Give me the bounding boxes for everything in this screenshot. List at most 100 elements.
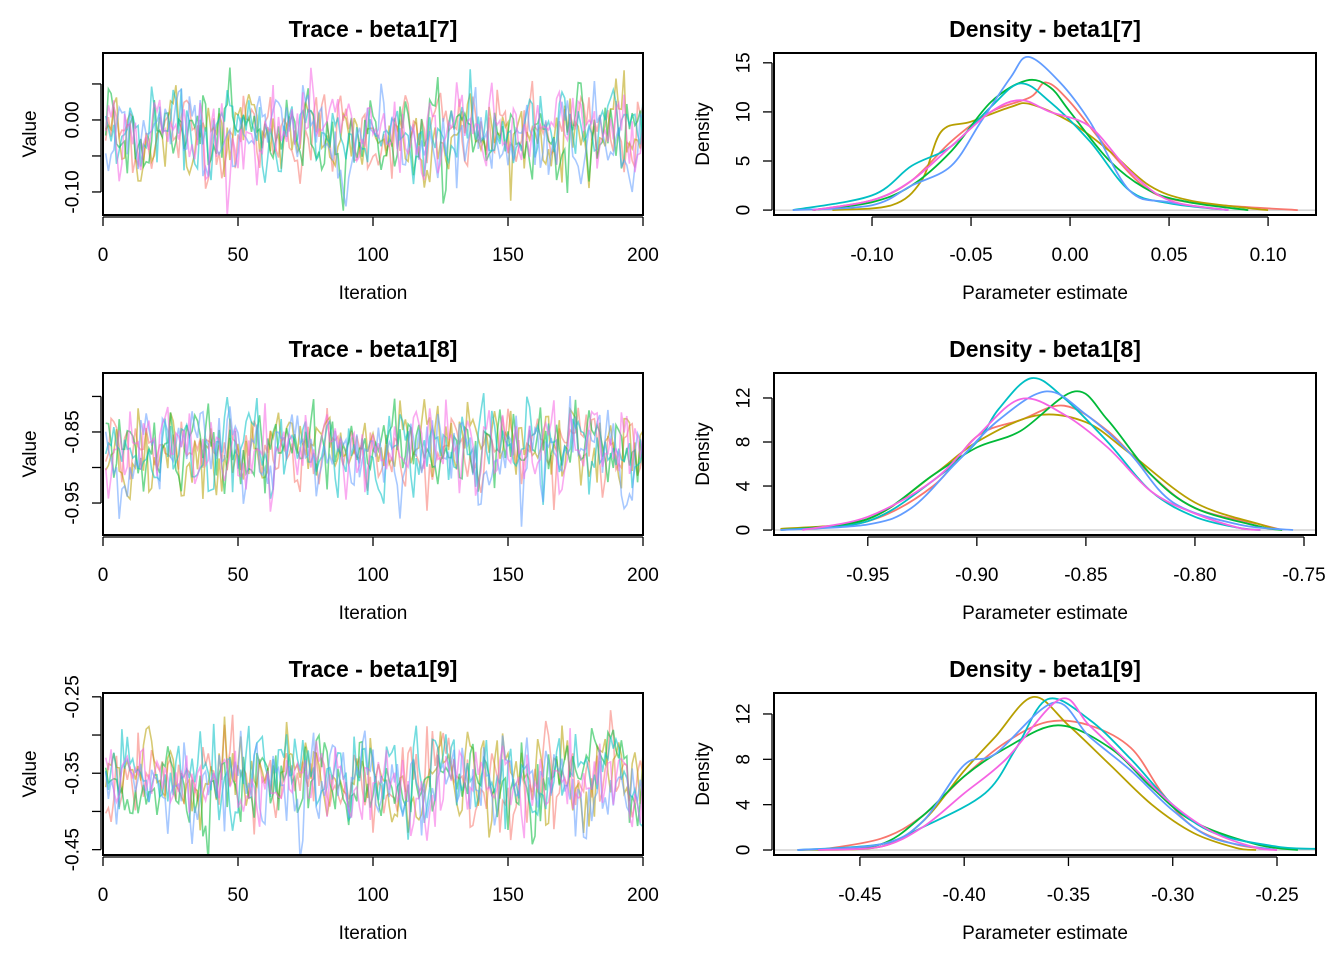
x-tick-label: 200 xyxy=(627,565,659,586)
trace-line-chain-6 xyxy=(104,399,643,512)
trace-panel-3: Trace - beta1[9] Iteration Value 0 50 100 150 2… xyxy=(20,656,659,944)
plot-area xyxy=(104,392,643,527)
panel-title: Density - beta1[9] xyxy=(949,656,1141,682)
y-tick-label: 8 xyxy=(734,754,755,765)
y-tick-label: -0.85 xyxy=(63,410,84,453)
y-tick-label: 4 xyxy=(734,799,755,810)
x-tick-label: -0.10 xyxy=(850,245,893,266)
y-axis-label: Value xyxy=(20,430,41,477)
y-tick-label: -0.25 xyxy=(63,675,84,718)
density-curve-chain-4 xyxy=(792,82,1229,211)
x-tick-label: 200 xyxy=(627,245,659,266)
density-panel-3: Density - beta1[9] Parameter estimate Dens… xyxy=(693,656,1317,944)
x-axis-label: Parameter estimate xyxy=(962,923,1128,944)
trace-line-chain-4 xyxy=(104,392,643,505)
x-tick-label: -0.40 xyxy=(943,885,986,906)
panel-title: Trace - beta1[9] xyxy=(289,656,458,682)
x-tick-label: 200 xyxy=(627,885,659,906)
y-tick-label: 0 xyxy=(734,845,755,856)
y-tick-label: -0.35 xyxy=(63,752,84,795)
trace-line-chain-6 xyxy=(104,67,643,215)
plot-frame xyxy=(102,692,644,856)
x-axis-label: Parameter estimate xyxy=(962,283,1128,304)
y-tick-label: 10 xyxy=(734,101,755,122)
panel-title: Density - beta1[8] xyxy=(949,336,1141,362)
x-tick-label: 50 xyxy=(227,885,248,906)
y-axis-label: Density xyxy=(693,422,714,486)
x-tick-label: 0 xyxy=(98,565,109,586)
y-tick-label: -0.10 xyxy=(63,170,84,213)
x-tick-label: -0.85 xyxy=(1064,565,1107,586)
density-curve-chain-2 xyxy=(797,696,1257,851)
density-curve-chain-3 xyxy=(818,724,1299,851)
plot-area xyxy=(104,710,643,855)
panel-title: Trace - beta1[8] xyxy=(289,336,458,362)
y-tick-label: 15 xyxy=(734,52,755,73)
density-curve-chain-1 xyxy=(812,81,1298,211)
x-axis-label: Iteration xyxy=(339,283,408,304)
x-tick-label: -0.30 xyxy=(1151,885,1194,906)
x-tick-label: -0.75 xyxy=(1282,565,1325,586)
trace-line-chain-5 xyxy=(104,396,643,527)
y-axis-label: Density xyxy=(693,102,714,166)
y-tick-label: 8 xyxy=(734,437,755,448)
y-axis-label: Value xyxy=(20,750,41,797)
y-axis-label: Value xyxy=(20,110,41,157)
x-axis-label: Parameter estimate xyxy=(962,603,1128,624)
x-tick-label: -0.80 xyxy=(1173,565,1216,586)
plot-area xyxy=(774,55,1316,211)
x-tick-label: 100 xyxy=(357,565,389,586)
y-axis-label: Density xyxy=(693,742,714,806)
x-axis-label: Iteration xyxy=(339,603,408,624)
y-tick-label: 5 xyxy=(734,156,755,167)
density-curve-chain-6 xyxy=(812,99,1229,211)
x-tick-label: -0.90 xyxy=(955,565,998,586)
trace-panel-1: Trace - beta1[7] Iteration Value 0 50 100 150 2… xyxy=(20,16,659,304)
density-curve-chain-4 xyxy=(780,377,1261,531)
plot-area xyxy=(774,377,1316,531)
x-tick-label: -0.35 xyxy=(1047,885,1090,906)
x-tick-label: -0.95 xyxy=(846,565,889,586)
plot-frame xyxy=(773,372,1317,536)
x-tick-label: 150 xyxy=(492,565,524,586)
plot-frame xyxy=(773,692,1317,856)
plot-frame xyxy=(102,52,644,216)
y-tick-label: -0.45 xyxy=(63,828,84,871)
density-curve-chain-6 xyxy=(802,397,1261,531)
density-curve-chain-5 xyxy=(792,55,1229,211)
density-curve-chain-3 xyxy=(812,78,1249,211)
x-tick-label: 0.10 xyxy=(1250,245,1287,266)
trace-line-chain-6 xyxy=(104,728,643,841)
x-tick-label: 150 xyxy=(492,245,524,266)
x-tick-label: -0.05 xyxy=(949,245,992,266)
panel-title: Trace - beta1[7] xyxy=(289,16,458,42)
density-panel-2: Density - beta1[8] Parameter estimate Dens… xyxy=(693,336,1326,624)
density-curve-chain-3 xyxy=(780,390,1283,531)
plot-frame xyxy=(773,52,1317,216)
y-tick-label: -0.95 xyxy=(63,481,84,524)
x-tick-label: 0.05 xyxy=(1151,245,1188,266)
x-tick-label: -0.45 xyxy=(838,885,881,906)
x-tick-label: 100 xyxy=(357,885,389,906)
x-tick-label: 50 xyxy=(227,565,248,586)
trace-line-chain-3 xyxy=(104,67,643,211)
x-tick-label: 150 xyxy=(492,885,524,906)
y-tick-label: 0.00 xyxy=(63,101,84,138)
x-tick-label: 100 xyxy=(357,245,389,266)
plot-frame xyxy=(102,372,644,536)
x-tick-label: 50 xyxy=(227,245,248,266)
y-tick-label: 12 xyxy=(734,703,755,724)
y-tick-label: 0 xyxy=(734,205,755,216)
y-tick-label: 12 xyxy=(734,387,755,408)
y-tick-label: 0 xyxy=(734,525,755,536)
x-tick-label: 0.00 xyxy=(1052,245,1089,266)
panel-title: Density - beta1[7] xyxy=(949,16,1141,42)
density-panel-1: Density - beta1[7] Parameter estimate Dens… xyxy=(693,16,1317,304)
trace-line-chain-5 xyxy=(104,80,643,207)
plot-area xyxy=(104,67,643,215)
trace-panel-2: Trace - beta1[8] Iteration Value 0 50 100 150 2… xyxy=(20,336,659,624)
x-axis-label: Iteration xyxy=(339,923,408,944)
x-tick-label: 0 xyxy=(98,245,109,266)
x-tick-label: 0 xyxy=(98,885,109,906)
